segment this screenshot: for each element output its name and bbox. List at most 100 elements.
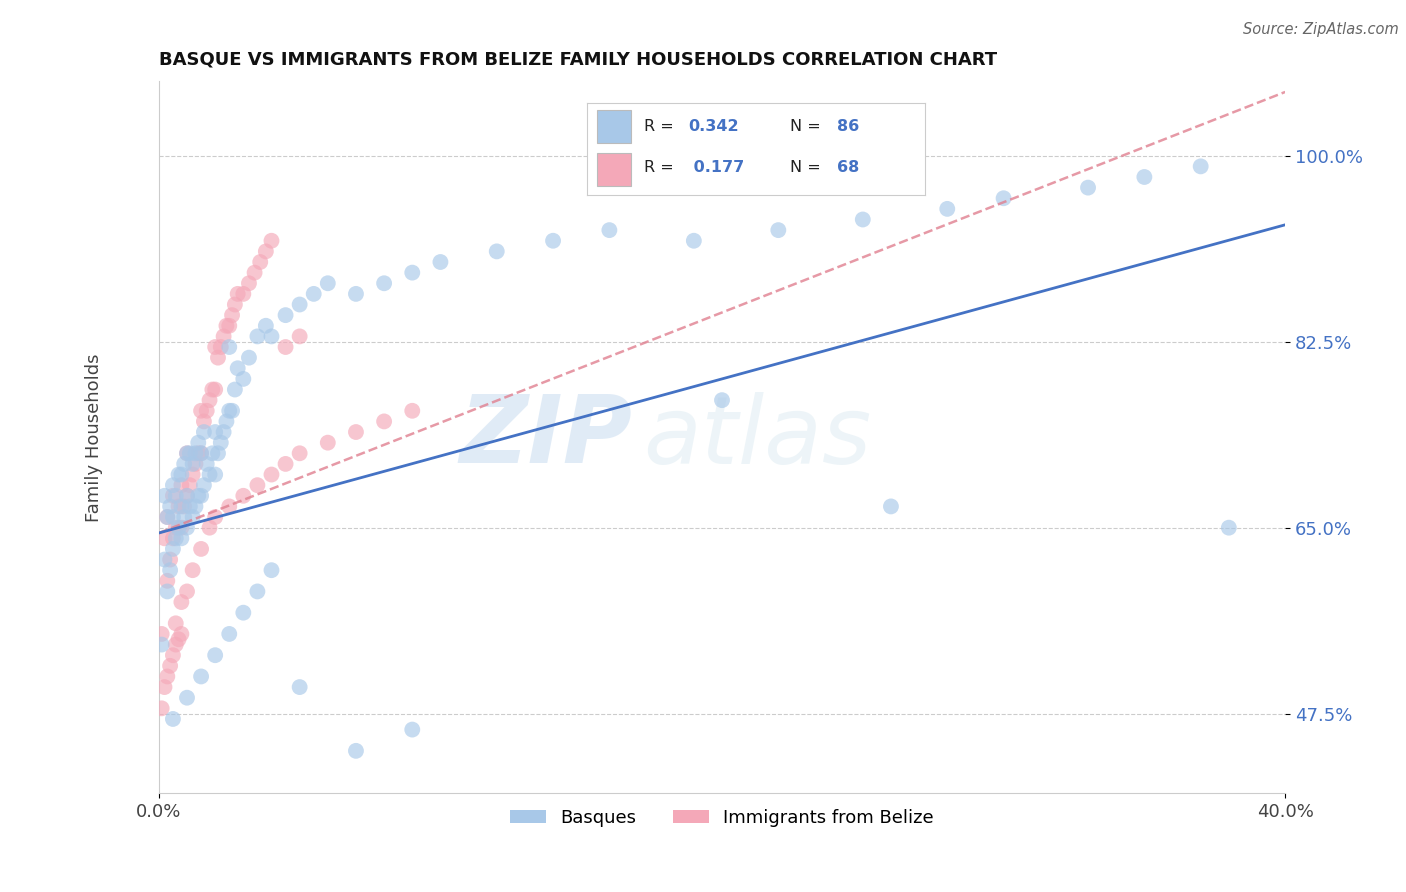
- Point: [190, 669, 212, 683]
- Point: [344, 286, 367, 301]
- Point: [165, 489, 187, 503]
- Point: [195, 404, 218, 418]
- Point: [195, 457, 218, 471]
- Point: [243, 266, 266, 280]
- Point: [173, 457, 195, 471]
- Point: [162, 648, 184, 663]
- Point: [193, 425, 215, 439]
- Point: [224, 297, 246, 311]
- Point: [190, 404, 212, 418]
- Point: [167, 632, 190, 647]
- Point: [150, 638, 173, 652]
- Point: [215, 318, 238, 333]
- Point: [204, 467, 226, 482]
- Point: [162, 531, 184, 545]
- Point: [274, 308, 297, 322]
- Point: [246, 478, 269, 492]
- Point: [209, 340, 232, 354]
- Point: [176, 446, 198, 460]
- Point: [541, 234, 564, 248]
- Point: [218, 500, 240, 514]
- Point: [165, 531, 187, 545]
- Point: [156, 510, 179, 524]
- Point: [682, 234, 704, 248]
- Point: [373, 414, 395, 428]
- Point: [260, 234, 283, 248]
- Point: [162, 712, 184, 726]
- Point: [176, 584, 198, 599]
- Point: [165, 616, 187, 631]
- Point: [176, 690, 198, 705]
- Point: [198, 393, 221, 408]
- Point: [153, 489, 176, 503]
- Y-axis label: Family Households: Family Households: [86, 353, 103, 522]
- Point: [226, 286, 249, 301]
- Text: Source: ZipAtlas.com: Source: ZipAtlas.com: [1243, 22, 1399, 37]
- Point: [184, 446, 207, 460]
- Point: [153, 531, 176, 545]
- Point: [173, 500, 195, 514]
- Point: [204, 383, 226, 397]
- Point: [181, 563, 204, 577]
- Point: [204, 510, 226, 524]
- Point: [162, 541, 184, 556]
- Point: [274, 457, 297, 471]
- Point: [880, 500, 903, 514]
- Point: [429, 255, 451, 269]
- Point: [156, 669, 179, 683]
- Point: [198, 521, 221, 535]
- Point: [288, 329, 311, 343]
- Point: [401, 723, 423, 737]
- Point: [170, 627, 193, 641]
- Point: [181, 457, 204, 471]
- Point: [1077, 180, 1099, 194]
- Point: [162, 489, 184, 503]
- Point: [193, 478, 215, 492]
- Point: [184, 457, 207, 471]
- Point: [711, 393, 734, 408]
- Text: ZIP: ZIP: [458, 392, 631, 483]
- Point: [207, 446, 229, 460]
- Point: [162, 510, 184, 524]
- Point: [167, 521, 190, 535]
- Point: [316, 277, 339, 291]
- Point: [221, 308, 243, 322]
- Point: [165, 638, 187, 652]
- Point: [218, 318, 240, 333]
- Point: [150, 701, 173, 715]
- Point: [401, 404, 423, 418]
- Point: [246, 584, 269, 599]
- Point: [226, 361, 249, 376]
- Point: [260, 329, 283, 343]
- Point: [173, 510, 195, 524]
- Point: [156, 584, 179, 599]
- Point: [167, 500, 190, 514]
- Point: [302, 286, 325, 301]
- Point: [1218, 521, 1240, 535]
- Point: [212, 425, 235, 439]
- Point: [232, 489, 254, 503]
- Point: [176, 489, 198, 503]
- Point: [254, 244, 277, 259]
- Point: [165, 521, 187, 535]
- Point: [344, 744, 367, 758]
- Point: [176, 521, 198, 535]
- Point: [768, 223, 790, 237]
- Point: [159, 563, 181, 577]
- Point: [150, 627, 173, 641]
- Point: [179, 478, 201, 492]
- Point: [170, 595, 193, 609]
- Point: [204, 340, 226, 354]
- Point: [221, 404, 243, 418]
- Point: [316, 435, 339, 450]
- Point: [153, 680, 176, 694]
- Point: [190, 446, 212, 460]
- Point: [224, 383, 246, 397]
- Point: [204, 648, 226, 663]
- Point: [993, 191, 1015, 205]
- Point: [238, 277, 260, 291]
- Legend: Basques, Immigrants from Belize: Basques, Immigrants from Belize: [503, 802, 941, 834]
- Point: [159, 658, 181, 673]
- Point: [249, 255, 271, 269]
- Point: [162, 478, 184, 492]
